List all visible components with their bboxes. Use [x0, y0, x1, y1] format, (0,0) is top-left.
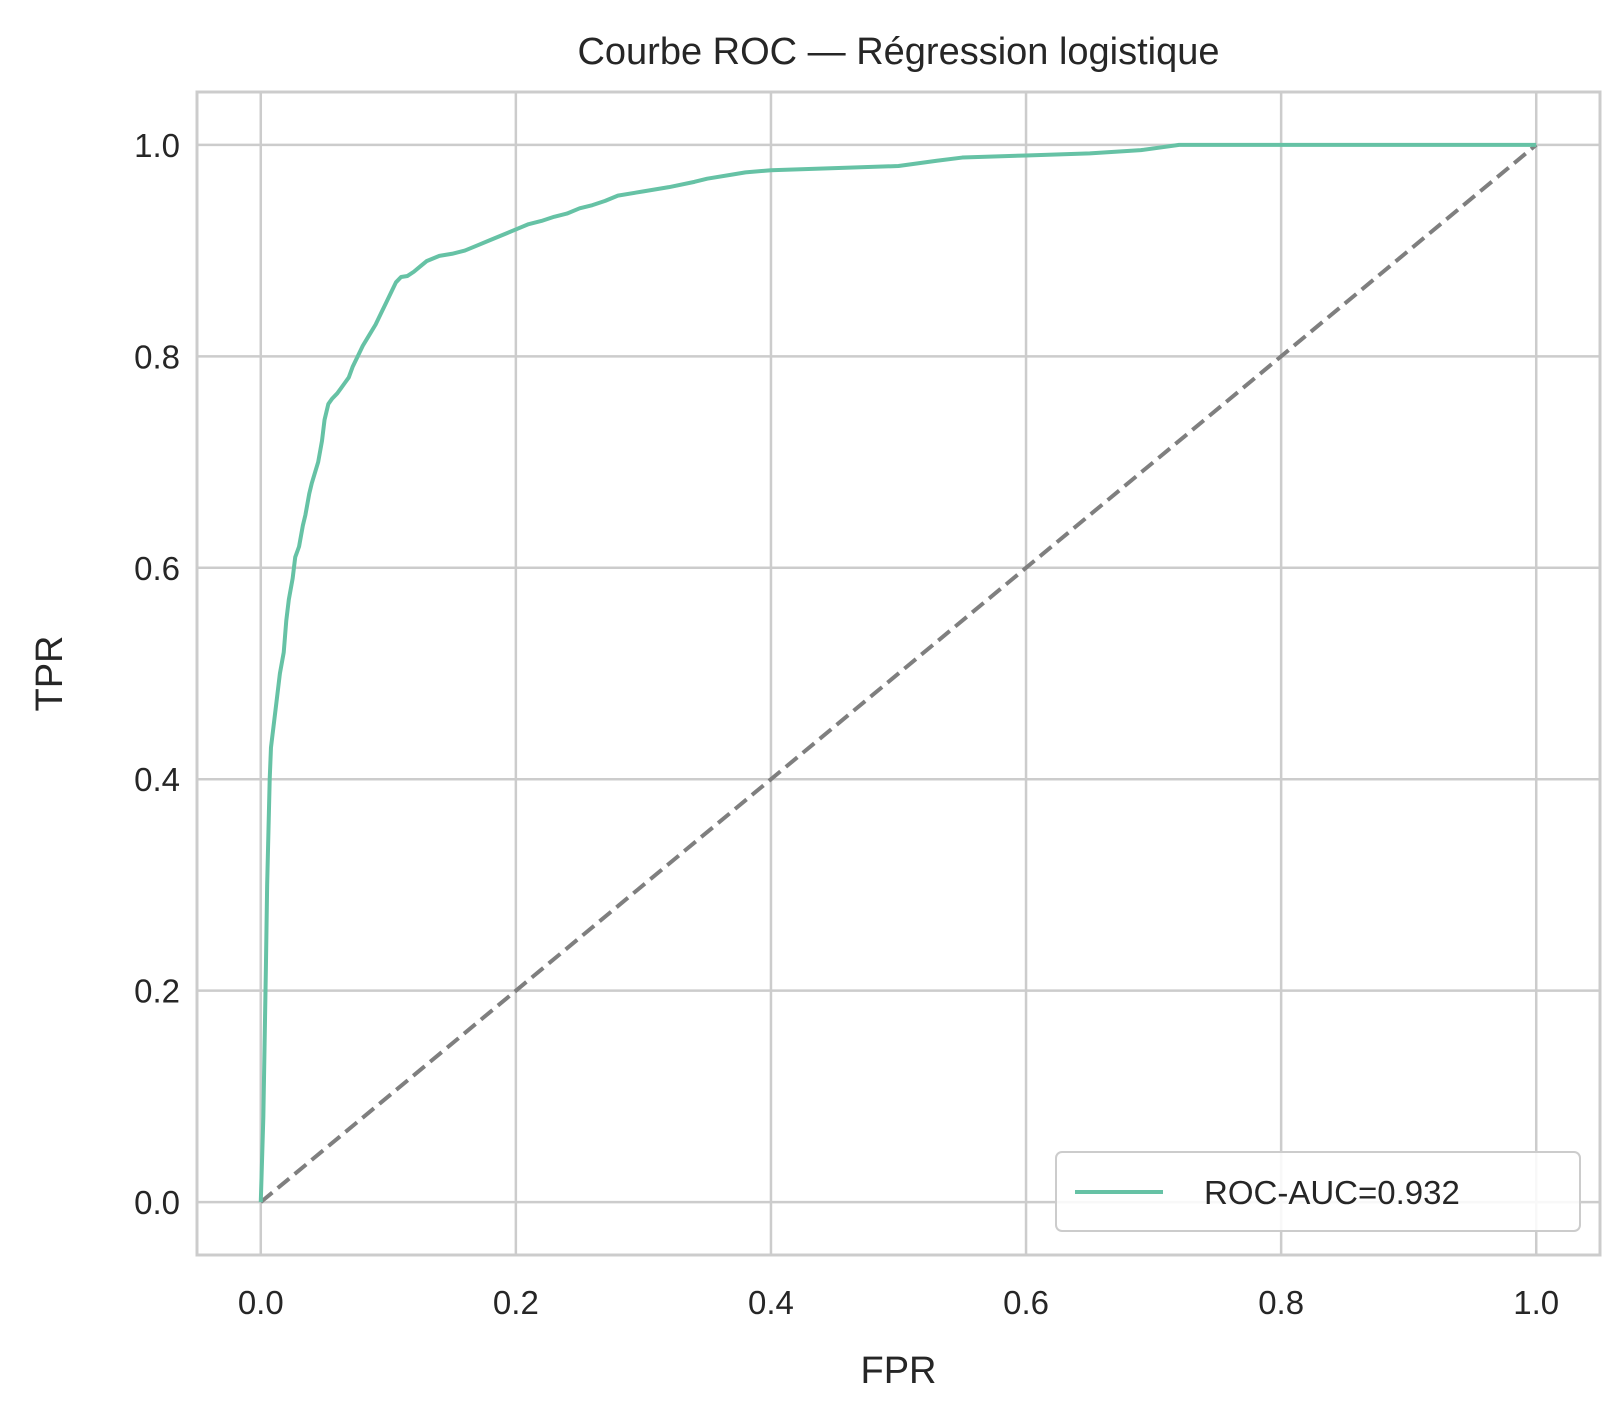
legend-box	[1055, 1151, 1581, 1232]
y-tick-label: 0.6	[134, 550, 180, 587]
x-tick-label: 0.6	[1003, 1284, 1049, 1321]
chance-diagonal-line	[259, 143, 1538, 1204]
y-axis-label: TPR	[29, 636, 71, 712]
x-tick-label: 0.2	[493, 1284, 539, 1321]
tick-labels: 0.0 0.2 0.4 0.6 0.8 1.0 0.0 0.2 0.4 0.6 0.8 1.0	[134, 127, 1559, 1321]
y-tick-label: 0.2	[134, 973, 180, 1010]
legend-label: ROC-AUC=0.932	[1204, 1174, 1460, 1211]
x-tick-label: 1.0	[1513, 1284, 1559, 1321]
legend: ROC-AUC=0.932	[1055, 1151, 1581, 1232]
grid	[197, 92, 1600, 1255]
x-tick-label: 0.0	[238, 1284, 284, 1321]
y-tick-label: 0.0	[134, 1184, 180, 1221]
y-tick-label: 1.0	[134, 127, 180, 164]
x-axis-label: FPR	[861, 1350, 937, 1392]
chart-title: Courbe ROC — Régression logistique	[577, 31, 1219, 73]
y-tick-label: 0.4	[134, 761, 180, 798]
x-tick-label: 0.4	[748, 1284, 794, 1321]
plot-frame	[195, 90, 1602, 1257]
x-tick-label: 0.8	[1258, 1284, 1304, 1321]
roc-curve-line	[258, 142, 1537, 1203]
series-layer	[258, 142, 1538, 1204]
y-tick-label: 0.8	[134, 338, 180, 375]
